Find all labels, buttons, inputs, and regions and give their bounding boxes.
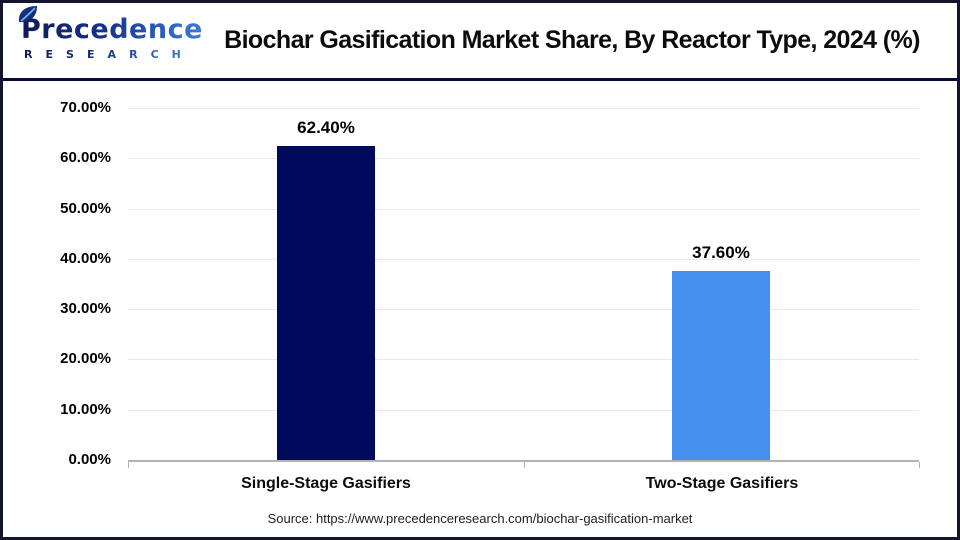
gridline-40 (128, 259, 919, 260)
gridline-20 (128, 359, 919, 360)
gridline-50 (128, 209, 919, 210)
source-text: Source: https://www.precedenceresearch.c… (267, 511, 693, 526)
x-axis-label-single-stage-gasifiers: Single-Stage Gasifiers (241, 475, 411, 492)
brand-logo: Precedence R E S E A R C H (18, 6, 202, 71)
bar-two-stage-gasifiers (672, 271, 770, 460)
gridline-30 (128, 309, 919, 310)
header: Precedence R E S E A R C H Biochar Gasif… (3, 3, 957, 78)
y-tick-label-60: 60.00% (60, 149, 111, 166)
x-axis-tick-0 (128, 462, 129, 468)
chart-region: 0.00% 10.00% 20.00% 30.00% 40.00% 50.00% 60.00… (3, 81, 957, 537)
y-tick-label-30: 30.00% (60, 300, 111, 317)
brand-name: Precedence (21, 14, 203, 45)
gridline-60 (128, 158, 919, 159)
y-tick-label-70: 70.00% (60, 99, 111, 116)
y-tick-label-10: 10.00% (60, 401, 111, 418)
x-axis-line (128, 460, 919, 462)
chart-title: Biochar Gasification Market Share, By Re… (224, 26, 920, 54)
bar-single-stage-gasifiers (277, 146, 375, 460)
gridline-10 (128, 410, 919, 411)
brand-subtitle: R E S E A R C H (24, 48, 191, 61)
gridline-70 (128, 108, 919, 109)
y-tick-label-20: 20.00% (60, 350, 111, 367)
bar-value-label-two-stage-gasifiers: 37.60% (692, 243, 750, 262)
x-axis-label-two-stage-gasifiers: Two-Stage Gasifiers (645, 475, 799, 492)
brand-name-row: Precedence (18, 6, 202, 47)
bar-value-label-single-stage-gasifiers: 62.40% (297, 118, 355, 137)
x-axis-tick-2 (919, 462, 920, 468)
y-tick-label-50: 50.00% (60, 200, 111, 217)
y-tick-label-0: 0.00% (68, 451, 111, 468)
x-axis-tick-1 (524, 462, 525, 468)
leaf-icon (18, 6, 37, 23)
y-tick-label-40: 40.00% (60, 250, 111, 267)
header-separator (3, 78, 957, 81)
